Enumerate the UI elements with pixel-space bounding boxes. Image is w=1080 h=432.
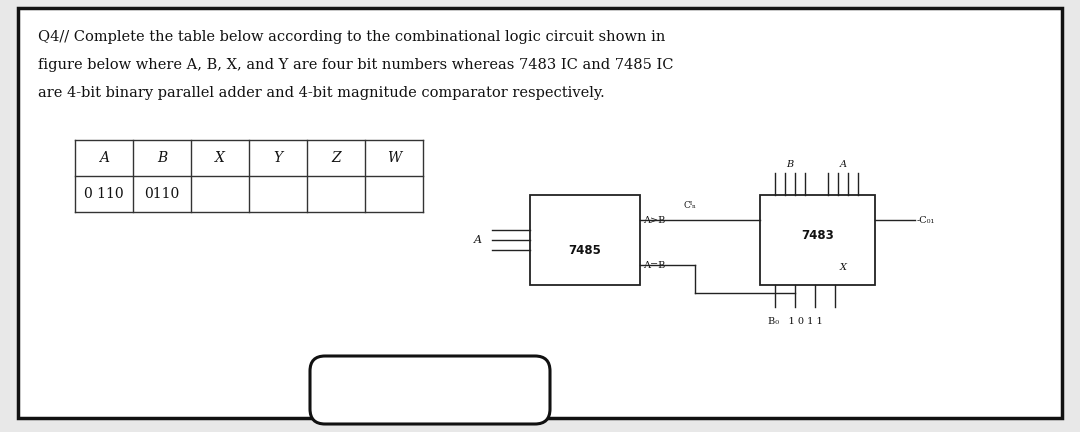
FancyBboxPatch shape bbox=[310, 356, 550, 424]
Text: X: X bbox=[839, 263, 847, 271]
Text: B: B bbox=[786, 160, 794, 169]
Text: A: A bbox=[474, 235, 482, 245]
Text: A: A bbox=[839, 160, 847, 169]
Text: B: B bbox=[157, 151, 167, 165]
Text: W: W bbox=[387, 151, 401, 165]
Text: Z: Z bbox=[332, 151, 341, 165]
Text: Q4// Complete the table below according to the combinational logic circuit shown: Q4// Complete the table below according … bbox=[38, 30, 665, 44]
Text: A>B: A>B bbox=[643, 216, 665, 225]
Text: 7485: 7485 bbox=[568, 245, 602, 257]
Text: Y: Y bbox=[273, 151, 283, 165]
Bar bbox=[760, 195, 875, 285]
Text: B₀   1 0 1 1: B₀ 1 0 1 1 bbox=[768, 317, 823, 326]
Text: Cᴵₙ: Cᴵₙ bbox=[684, 201, 697, 210]
Bar bbox=[75, 140, 423, 212]
Text: -C₀₁: -C₀₁ bbox=[917, 216, 935, 225]
Text: A=B: A=B bbox=[643, 260, 665, 270]
Text: A: A bbox=[99, 151, 109, 165]
Bar bbox=[530, 195, 640, 285]
Text: 0 110: 0 110 bbox=[84, 187, 124, 201]
Text: are 4-bit binary parallel adder and 4-bit magnitude comparator respectively.: are 4-bit binary parallel adder and 4-bi… bbox=[38, 86, 605, 100]
Text: X: X bbox=[215, 151, 225, 165]
Text: figure below where A, B, X, and Y are four bit numbers whereas 7483 IC and 7485 : figure below where A, B, X, and Y are fo… bbox=[38, 58, 674, 72]
Text: 0110: 0110 bbox=[145, 187, 179, 201]
Text: 7483: 7483 bbox=[801, 229, 834, 242]
